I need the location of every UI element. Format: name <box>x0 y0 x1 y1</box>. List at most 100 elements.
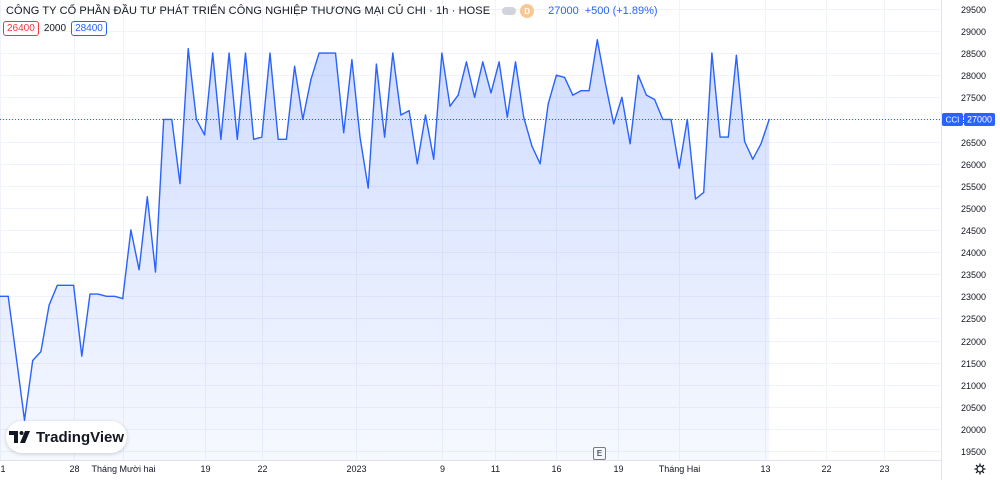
price-point <box>89 293 91 295</box>
price-point <box>326 52 328 54</box>
time-axis[interactable]: 21 28 Tháng Mười hai 19 22 2023 9 11 16 19 Tháng H… <box>0 464 890 474</box>
price-point <box>490 92 492 94</box>
tradingview-logo[interactable]: TradingView <box>6 421 127 453</box>
high-price-pill[interactable]: 28400 <box>71 21 107 36</box>
price-point <box>179 183 181 185</box>
symbol-header: CÔNG TY CỔ PHẦN ĐẦU TƯ PHÁT TRIỂN CÔNG N… <box>6 3 658 19</box>
price-point <box>81 355 83 357</box>
price-point <box>645 94 648 96</box>
x-tick-label: 19 <box>613 464 623 474</box>
price-point <box>310 79 312 81</box>
ohlc-row: 26400 2000 28400 <box>3 21 107 36</box>
price-point <box>56 284 58 286</box>
price-point <box>637 74 639 76</box>
x-tick-label: Tháng Hai <box>659 464 701 474</box>
price-point <box>244 52 247 54</box>
y-tick-label: 22500 <box>961 314 986 324</box>
price-point <box>64 284 67 286</box>
y-tick-label: 20500 <box>961 403 986 413</box>
price-point <box>719 136 721 138</box>
price-point <box>514 61 517 63</box>
y-tick-label: 21000 <box>961 381 986 391</box>
price-point <box>654 98 656 101</box>
price-point <box>105 295 107 297</box>
price-point <box>228 52 230 54</box>
price-point <box>23 419 26 421</box>
eye-icon[interactable] <box>502 7 517 15</box>
y-tick-label: 27500 <box>961 93 986 103</box>
price-point <box>32 359 34 362</box>
price-point <box>416 163 418 165</box>
low-price-pill[interactable]: 26400 <box>3 21 39 36</box>
price-tag-symbol-box <box>942 113 963 126</box>
x-tick-label: 21 <box>0 464 6 474</box>
y-tick-label: 24500 <box>961 226 986 236</box>
last-price: 27000 <box>548 5 579 17</box>
price-point <box>351 59 353 61</box>
price-point <box>392 52 394 54</box>
x-tick-label: 9 <box>440 464 445 474</box>
x-tick-label: 11 <box>491 464 500 474</box>
y-tick-label: 24000 <box>961 248 986 258</box>
price-point <box>138 269 140 271</box>
x-tick-label: 22 <box>821 464 831 474</box>
price-tag-value: 27000 <box>967 115 992 125</box>
price-point <box>97 293 99 295</box>
price-point <box>760 143 762 145</box>
price-tag-symbol: CCI <box>946 116 960 125</box>
gear-icon[interactable] <box>974 463 986 475</box>
price-point <box>285 138 287 140</box>
data-status-badge[interactable]: D <box>520 4 535 18</box>
price-point <box>752 158 754 160</box>
price-point <box>154 271 157 273</box>
price-point <box>73 284 75 286</box>
symbol-title[interactable]: CÔNG TY CỔ PHẦN ĐẦU TƯ PHÁT TRIỂN CÔNG N… <box>6 5 491 17</box>
x-tick-label: 16 <box>551 464 561 474</box>
events-button[interactable]: E <box>593 447 606 460</box>
price-point <box>212 52 214 54</box>
price-point <box>343 132 345 134</box>
price-point <box>711 52 713 54</box>
y-tick-label: 25000 <box>961 204 986 214</box>
price-point <box>465 61 467 63</box>
price-point <box>531 145 533 147</box>
price-point <box>236 138 238 140</box>
price-point <box>613 123 615 125</box>
x-tick-label: 2023 <box>346 464 366 474</box>
price-point <box>555 74 558 76</box>
x-tick-label: 19 <box>200 464 210 474</box>
price-point <box>424 114 427 116</box>
price-point <box>294 65 296 67</box>
x-tick-label: 28 <box>69 464 79 474</box>
price-point <box>457 94 459 96</box>
price-point <box>588 90 590 92</box>
price-point <box>334 52 337 54</box>
price-point <box>735 54 738 56</box>
price-point <box>621 96 623 98</box>
price-point <box>400 114 402 116</box>
price-point <box>629 143 631 145</box>
price-point <box>375 63 377 65</box>
price-point <box>204 134 206 136</box>
price-point <box>506 116 508 118</box>
price-point <box>408 110 410 112</box>
price-point <box>498 61 500 63</box>
price-point <box>195 118 197 120</box>
price-point <box>744 140 746 143</box>
price-axis[interactable]: 19500 20000 20500 21000 21500 22000 22500 23000… <box>961 5 986 457</box>
y-tick-label: 26500 <box>961 138 986 148</box>
price-point <box>474 96 476 98</box>
price-point <box>564 76 566 78</box>
price-point <box>261 136 263 138</box>
price-point <box>727 136 729 138</box>
price-point <box>678 167 680 169</box>
x-tick-label: 22 <box>257 464 267 474</box>
spread-value: 2000 <box>43 23 67 34</box>
price-point <box>539 163 541 165</box>
y-tick-label: 23500 <box>961 270 986 280</box>
price-point <box>580 90 582 92</box>
price-point <box>384 136 386 138</box>
y-tick-label: 21500 <box>961 359 986 369</box>
tradingview-logo-icon <box>8 431 30 443</box>
